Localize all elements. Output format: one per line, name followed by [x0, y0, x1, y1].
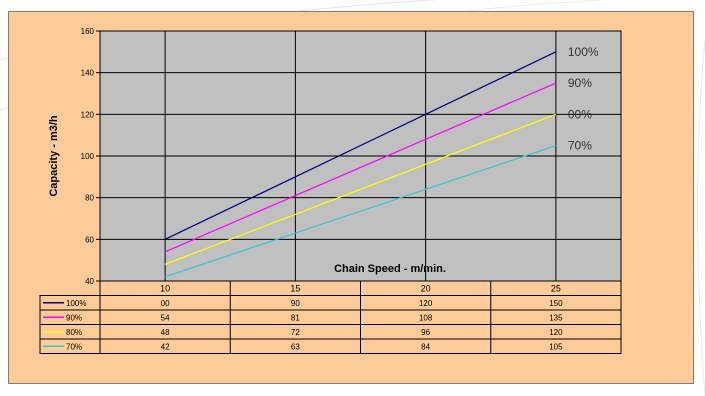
- table-cell: 108: [419, 313, 433, 322]
- table-cell: 63: [291, 342, 300, 351]
- y-tick-label: 100: [81, 152, 95, 161]
- chart-panel: 40 60 80 100 120 140 160 100% 90% 00% 70% Capacit…: [8, 11, 694, 384]
- series-end-labels: 100% 90% 00% 70%: [568, 45, 599, 153]
- table-cell: 120: [419, 299, 433, 308]
- y-tick-label: 40: [85, 277, 94, 286]
- y-tick-label: 60: [85, 235, 94, 244]
- x-tick-label: 25: [551, 283, 561, 293]
- legend-label: 100%: [66, 299, 86, 308]
- table-cell: 72: [291, 328, 300, 337]
- series-line: [164, 51, 557, 240]
- data-table: 10 15 20 25 100% 00 90 120 150 90% 54 81 108 135 80% 48…: [39, 280, 622, 354]
- y-tick-label: 140: [81, 69, 95, 78]
- series-end-label: 70%: [568, 139, 592, 153]
- table-cell: 54: [161, 313, 170, 322]
- legend-label: 70%: [66, 342, 82, 351]
- y-tick-label: 80: [85, 194, 94, 203]
- x-tick-label: 10: [160, 283, 170, 293]
- line-chart: 40 60 80 100 120 140 160 100% 90% 00% 70% Capacit…: [39, 27, 622, 354]
- table-cell: 48: [161, 328, 170, 337]
- series-line: [164, 113, 557, 265]
- x-tick-label: 15: [290, 283, 300, 293]
- table-cell: 42: [161, 342, 170, 351]
- table-cell: 90: [291, 299, 300, 308]
- table-cell: 81: [291, 313, 300, 322]
- series-lines: [164, 51, 557, 278]
- y-tick-label: 120: [81, 110, 95, 119]
- series-end-label: 100%: [568, 45, 599, 59]
- table-cell: 96: [421, 328, 430, 337]
- y-axis-ticks: 40 60 80 100 120 140 160: [81, 27, 100, 286]
- legend-label: 80%: [66, 328, 82, 337]
- table-cell: 120: [549, 328, 563, 337]
- x-tick-label: 20: [421, 283, 431, 293]
- series-end-label: 90%: [568, 76, 592, 90]
- table-cell: 105: [549, 342, 563, 351]
- table-cell: 135: [549, 313, 563, 322]
- series-end-label: 00%: [568, 107, 592, 121]
- table-cell: 00: [161, 299, 170, 308]
- table-cell: 150: [549, 299, 563, 308]
- y-tick-label: 160: [81, 27, 95, 36]
- series-line: [164, 82, 557, 253]
- x-axis-label: Chain Speed - m/min.: [334, 263, 446, 275]
- table-cell: 84: [421, 342, 430, 351]
- y-axis-label: Capacity - m3/h: [48, 115, 60, 197]
- legend-label: 90%: [66, 313, 82, 322]
- series-line: [164, 145, 557, 278]
